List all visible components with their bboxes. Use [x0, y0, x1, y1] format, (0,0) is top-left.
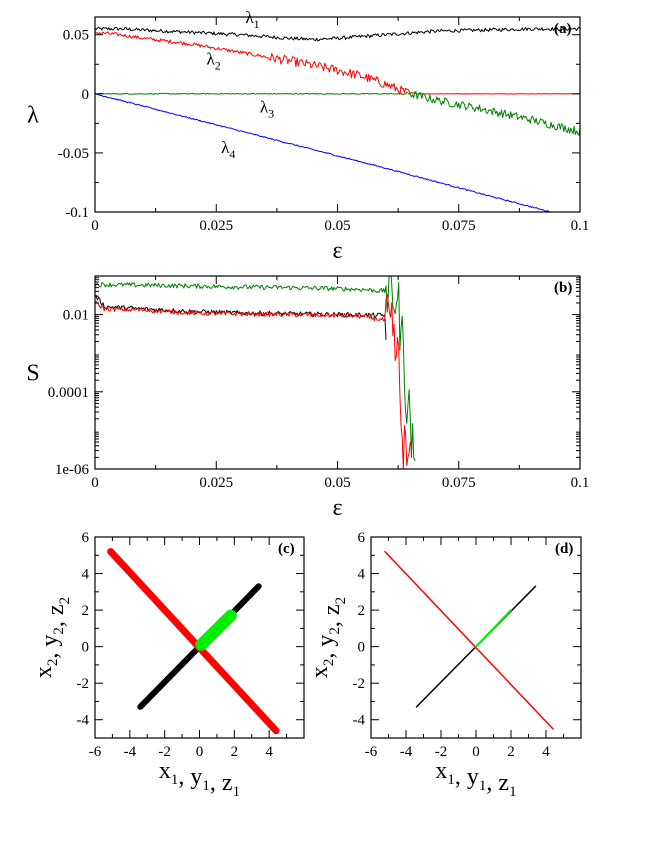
- x-tick-label: 0: [91, 475, 99, 491]
- x-tick-label: 0.025: [199, 218, 233, 234]
- panel-a: λ1 λ2 λ3 λ4 0 0.025 0.05 0.075 0.1 0.05 0 -0.05 -0.1…: [27, 8, 589, 264]
- series-line-red: [95, 293, 411, 469]
- x-tick-label: 0.075: [442, 218, 476, 234]
- y-axis-label: S: [26, 361, 39, 387]
- x-tick-label: 0.05: [324, 218, 350, 234]
- x-tick-label: 0.1: [571, 218, 590, 234]
- y-tick-label: 6: [82, 530, 90, 546]
- series-line-λ1: [95, 26, 580, 42]
- series-group: [95, 26, 580, 212]
- x-tick-label: 0: [196, 744, 204, 760]
- y-tick-label: 0.0001: [48, 385, 89, 401]
- y-tick-label: 0: [358, 640, 366, 656]
- x-tick-label: -4: [400, 744, 413, 760]
- y-tick-label: 0: [82, 640, 90, 656]
- x-tick-label: -6: [89, 744, 102, 760]
- series-group: [95, 276, 416, 469]
- y-tick-label: -0.05: [58, 146, 89, 162]
- series-group: [107, 548, 280, 735]
- x-tick-label: -4: [124, 744, 137, 760]
- y-axis-label: x2, y2, z2: [31, 597, 73, 678]
- series-line-λ2: [95, 30, 580, 95]
- panel-d: -6 -4 -2 0 2 4 6 4 2 0 -2 -4 (d) x1, y1, z1 x2, y2, z2: [307, 530, 582, 800]
- panel-c: -6 -4 -2 0 2 4 6 4 2 0 -2 -4 (c) x1, y1, z1 x2, y2, z2: [31, 530, 305, 800]
- y-tick-label: -4: [77, 713, 90, 729]
- panel-tag: (c): [278, 541, 295, 557]
- x-axis-label: ε: [332, 238, 342, 264]
- x-tick-label: 0.075: [442, 475, 476, 491]
- plot-frame: [94, 275, 581, 470]
- panel-tag: (d): [555, 541, 573, 557]
- y-tick-label: 2: [358, 603, 366, 619]
- y-tick-label: 6: [358, 530, 366, 546]
- x-tick-label: -6: [365, 744, 378, 760]
- x-axis-label: ε: [332, 495, 342, 521]
- series-line-z: [195, 609, 237, 651]
- x-tick-label: 0.025: [199, 475, 233, 491]
- series-label-λ3: λ3: [260, 98, 274, 121]
- y-tick-label: 1e-06: [55, 462, 90, 478]
- series-line-z: [475, 609, 512, 648]
- y-tick-label: 4: [358, 567, 366, 583]
- panel-tag: (b): [554, 280, 572, 296]
- y-tick-label: 0.05: [63, 28, 89, 44]
- y-axis-label: x2, y2, z2: [307, 597, 349, 678]
- x-tick-label: -2: [435, 744, 448, 760]
- x-tick-label: 0: [91, 218, 99, 234]
- x-tick-label: 0: [472, 744, 480, 760]
- y-tick-label: 2: [82, 603, 90, 619]
- y-tick-label: -2: [353, 676, 366, 692]
- x-axis-label: x1, y1, z1: [435, 758, 516, 800]
- x-axis-label: x1, y1, z1: [159, 758, 240, 800]
- y-tick-label: -0.1: [65, 205, 89, 221]
- panel-b: 0 0.025 0.05 0.075 0.1 0.01 0.0001 1e-06 (b) ε S: [26, 275, 590, 521]
- y-tick-label: 0: [82, 87, 90, 103]
- series-label-λ1: λ1: [245, 8, 259, 31]
- x-tick-label: 2: [231, 744, 239, 760]
- x-tick-label: 0.1: [571, 475, 590, 491]
- plot-frame: [370, 536, 582, 739]
- x-tick-label: 4: [265, 744, 273, 760]
- y-axis-label: λ: [27, 103, 39, 129]
- x-tick-label: -2: [158, 744, 171, 760]
- series-line-y: [107, 548, 280, 735]
- series-line-λ3: [95, 91, 580, 136]
- series-line-green: [95, 276, 416, 461]
- x-tick-label: 0.05: [324, 475, 350, 491]
- y-tick-label: 4: [82, 567, 90, 583]
- series-label-λ2: λ2: [207, 49, 221, 72]
- series-line-y: [384, 550, 554, 730]
- series-label-λ4: λ4: [221, 138, 235, 161]
- series-line-black: [95, 294, 387, 340]
- series-group: [384, 550, 554, 730]
- y-tick-label: -2: [77, 676, 90, 692]
- panel-tag: (a): [554, 21, 572, 37]
- x-tick-label: 2: [507, 744, 515, 760]
- y-tick-label: 0.01: [63, 308, 89, 324]
- series-line-λ4: [95, 92, 551, 212]
- y-tick-label: -4: [353, 713, 366, 729]
- x-tick-label: 4: [542, 744, 550, 760]
